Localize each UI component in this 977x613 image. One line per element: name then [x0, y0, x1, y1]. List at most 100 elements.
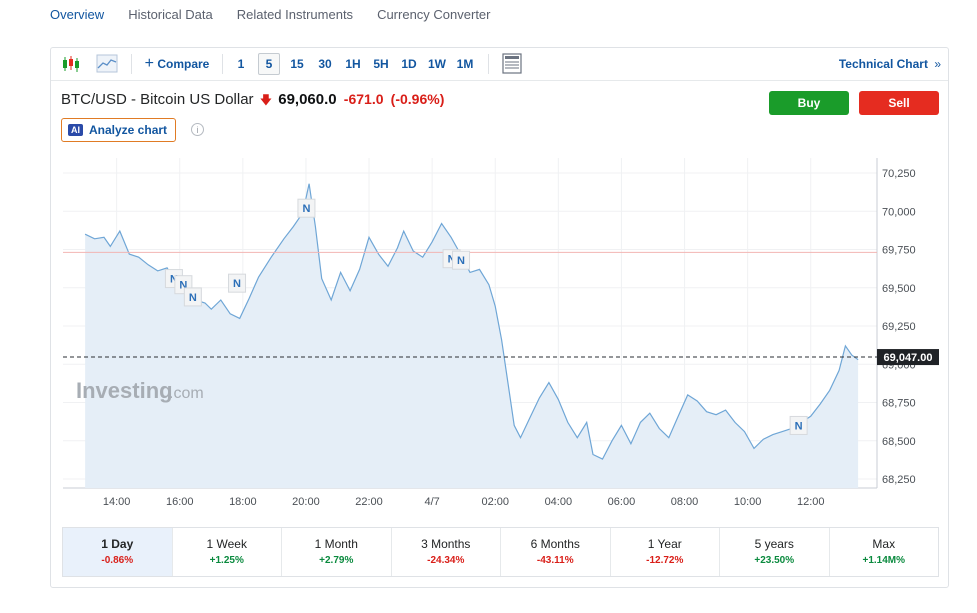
tab-overview[interactable]: Overview: [50, 7, 105, 22]
range-label: 1 Day: [101, 537, 134, 551]
range-change: +1.25%: [209, 555, 244, 566]
news-marker-box: [297, 198, 316, 218]
interval-1d[interactable]: 1D: [401, 57, 417, 71]
interval-1m[interactable]: 1M: [456, 57, 474, 71]
y-tick-label: 68,750: [882, 398, 916, 410]
x-tick-label: 10:00: [734, 496, 762, 508]
sell-button[interactable]: Sell: [859, 91, 939, 115]
range-3-months[interactable]: 3 Months -24.34%: [392, 528, 501, 576]
tab-historical-data[interactable]: Historical Data: [128, 7, 213, 22]
analyze-chart-button[interactable]: AI Analyze chart: [61, 118, 177, 142]
range-label: 1 Week: [206, 537, 247, 551]
range-change: +23.50%: [754, 555, 795, 566]
technical-chart-label: Technical Chart: [838, 57, 928, 71]
news-marker-label: N: [302, 203, 310, 215]
interval-5h[interactable]: 5H: [373, 57, 389, 71]
ai-icon: AI: [68, 124, 83, 136]
range-1-year[interactable]: 1 Year -12.72%: [611, 528, 720, 576]
y-tick-label: 70,000: [882, 206, 916, 218]
range-change: +2.79%: [319, 555, 354, 566]
range-change: -24.34%: [427, 555, 465, 566]
news-marker[interactable]: N: [228, 273, 247, 293]
range-label: 5 years: [754, 537, 794, 551]
range-label: 1 Year: [647, 537, 682, 551]
range-1-week[interactable]: 1 Week +1.25%: [173, 528, 282, 576]
range-label: 6 Months: [530, 537, 580, 551]
chart-panel: + Compare 1 5 15 30 1H 5H 1D 1W 1M Techn…: [50, 47, 949, 588]
down-arrow-icon: 🡇: [259, 93, 273, 107]
interval-1h[interactable]: 1H: [345, 57, 361, 71]
chart-toolbar: + Compare 1 5 15 30 1H 5H 1D 1W 1M Techn…: [51, 48, 948, 81]
interval-5[interactable]: 5: [258, 53, 280, 75]
range-change: -43.11%: [536, 555, 574, 566]
x-tick-label: 20:00: [292, 496, 320, 508]
last-price-tag-text: 69,047.00: [884, 352, 933, 364]
news-marker-label: N: [233, 278, 241, 290]
y-tick-label: 68,250: [882, 474, 916, 486]
price-line: [84, 183, 859, 460]
y-tick-label: 70,250: [882, 168, 916, 180]
news-marker-label: N: [795, 420, 803, 432]
last-price: 69,060.0: [278, 91, 337, 108]
technical-chart-link[interactable]: Technical Chart »: [829, 48, 941, 80]
range-1-day[interactable]: 1 Day -0.86%: [63, 528, 173, 576]
last-price-tag: 69,047.00: [877, 349, 939, 366]
area-chart-icon[interactable]: [95, 48, 119, 80]
x-tick-label: 06:00: [608, 496, 636, 508]
double-chevron-right-icon: »: [934, 57, 941, 71]
plus-icon: +: [144, 55, 154, 72]
candlestick-icon[interactable]: [59, 48, 83, 80]
interval-1w[interactable]: 1W: [428, 57, 446, 71]
toolbar-divider: [488, 54, 489, 74]
toolbar-divider: [222, 54, 223, 74]
watermark-brand: Investing: [76, 378, 173, 403]
x-tick-label: 14:00: [103, 496, 131, 508]
x-tick-label: 02:00: [481, 496, 509, 508]
x-axis: 14:00 16:00 18:00 20:00 22:00 4/7 02:00 04:00 06…: [103, 496, 825, 508]
x-tick-label: 18:00: [229, 496, 257, 508]
interval-1[interactable]: 1: [237, 57, 245, 71]
range-label: Max: [872, 537, 896, 551]
news-marker-label: N: [179, 280, 187, 292]
news-marker[interactable]: N: [183, 287, 202, 307]
price-chart[interactable]: 70,25070,00069,75069,50069,25069,00068,7…: [51, 48, 948, 518]
top-nav: Overview Historical Data Related Instrum…: [50, 0, 515, 30]
range-max[interactable]: Max +1.14M%: [830, 528, 939, 576]
compare-button[interactable]: + Compare: [141, 48, 213, 80]
tab-currency-converter[interactable]: Currency Converter: [377, 7, 491, 22]
price-area-fill: [85, 183, 859, 488]
x-tick-label: 16:00: [166, 496, 194, 508]
instrument-header: BTC/USD - Bitcoin US Dollar 🡇 69,060.0 -…: [61, 91, 444, 112]
price-change-percent: (-0.96%): [390, 91, 445, 107]
range-6-months[interactable]: 6 Months -43.11%: [501, 528, 611, 576]
range-change: +1.14M%: [862, 555, 906, 566]
y-tick-label: 69,250: [882, 321, 916, 333]
compare-label: Compare: [157, 57, 210, 71]
y-tick-label: 68,500: [882, 436, 916, 448]
x-tick-label: 04:00: [545, 496, 573, 508]
news-marker-box: [183, 287, 202, 307]
y-axis: 70,25070,00069,75069,50069,25069,00068,7…: [882, 168, 916, 486]
instrument-name: BTC/USD - Bitcoin US Dollar: [61, 91, 254, 108]
layout-icon[interactable]: [500, 48, 524, 80]
news-marker-box: [789, 415, 808, 435]
news-marker[interactable]: N: [452, 250, 471, 270]
range-1-month[interactable]: 1 Month +2.79%: [282, 528, 392, 576]
y-tick-label: 69,500: [882, 283, 916, 295]
info-icon[interactable]: i: [191, 123, 204, 136]
investing-watermark: Investing .com: [76, 378, 204, 403]
interval-30[interactable]: 30: [318, 57, 332, 71]
interval-15[interactable]: 15: [290, 57, 304, 71]
range-change: -12.72%: [646, 555, 684, 566]
range-change: -0.86%: [101, 555, 134, 566]
watermark-suffix: .com: [169, 385, 204, 402]
toolbar-divider: [131, 54, 132, 74]
news-marker[interactable]: N: [789, 415, 808, 435]
buy-button[interactable]: Buy: [769, 91, 849, 115]
range-5-years[interactable]: 5 years +23.50%: [720, 528, 830, 576]
news-marker[interactable]: N: [297, 198, 316, 218]
tab-related-instruments[interactable]: Related Instruments: [236, 7, 354, 22]
analyze-chart-label: Analyze chart: [89, 123, 168, 137]
range-label: 3 Months: [421, 537, 471, 551]
